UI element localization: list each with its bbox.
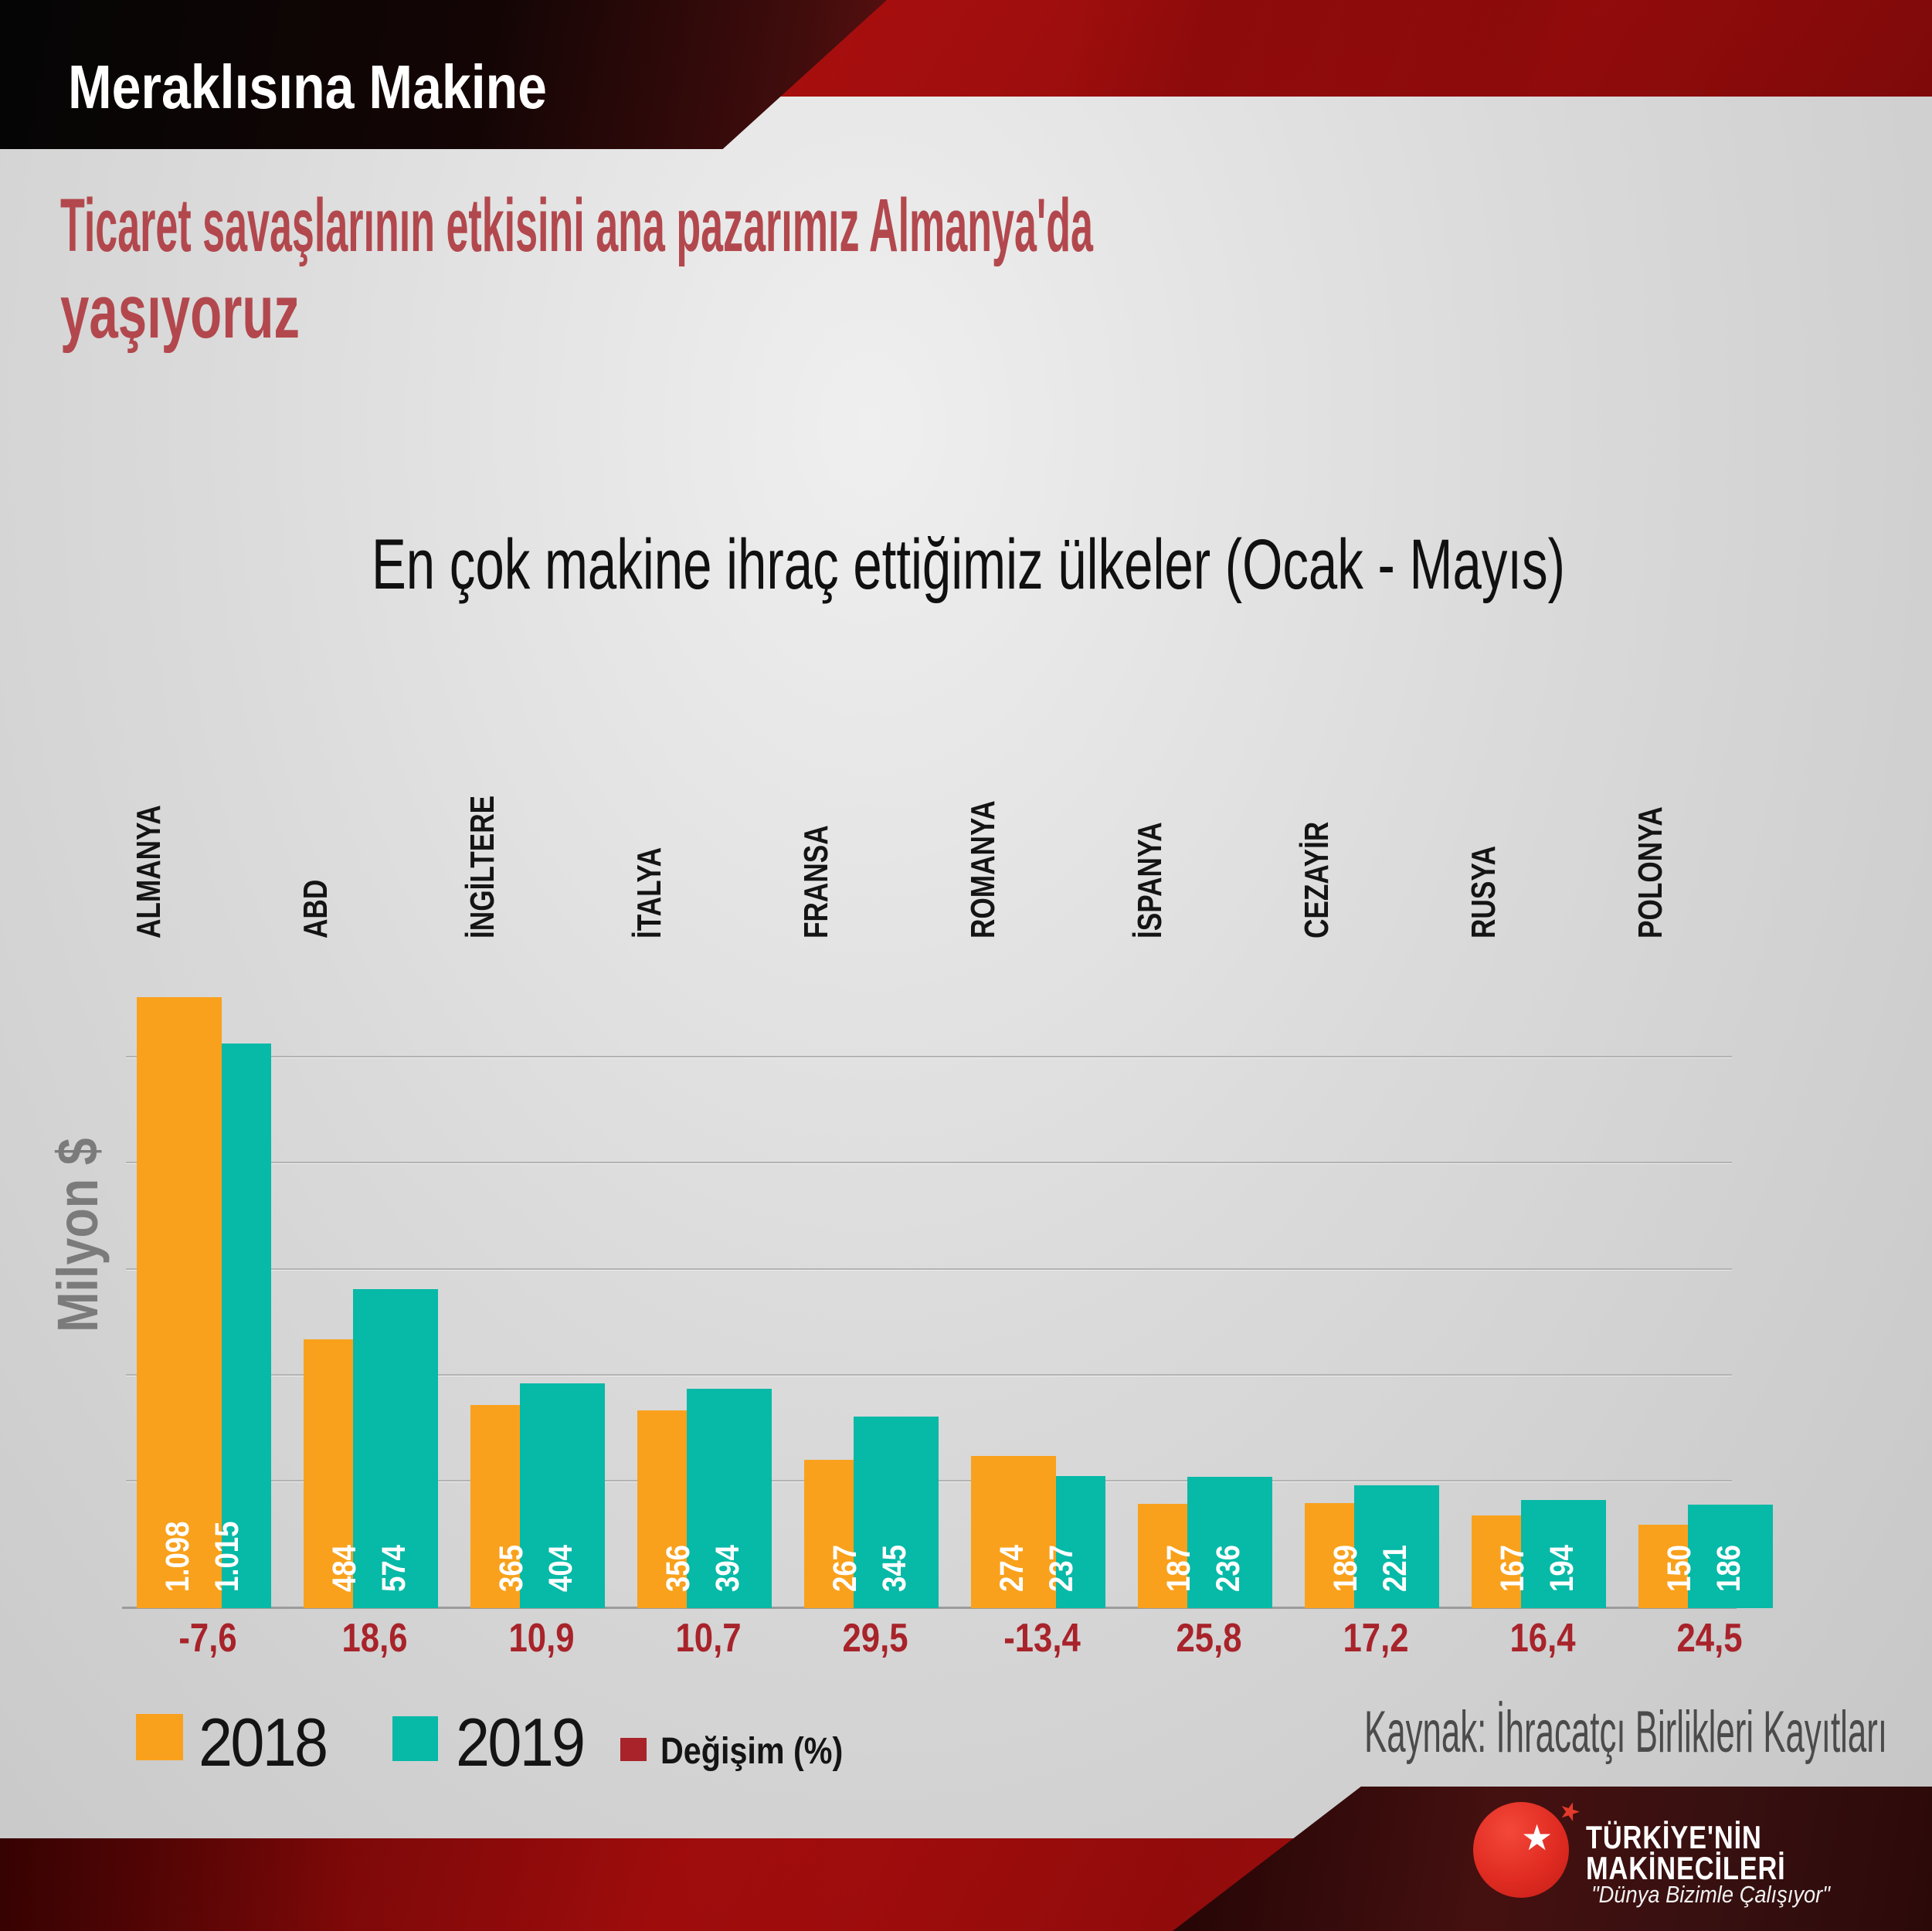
change-label-CEZAYİR: 17,2 [1343, 1616, 1409, 1661]
legend-swatch-2018 [136, 1714, 183, 1760]
change-label-ABD: 18,6 [341, 1616, 408, 1661]
bar-2019-İSPANYA [1187, 1477, 1272, 1608]
gridline-400 [126, 1374, 1732, 1376]
page-title: Ticaret savaşlarının etkisini ana pazarı… [60, 183, 1094, 354]
banner-badge: Meraklısına Makine [68, 53, 547, 121]
banner-badge-text: Meraklısına Makine [68, 53, 547, 121]
bar-2019-ABD [353, 1289, 438, 1608]
logo-text-line1: TÜRKİYE'NİN [1586, 1819, 1762, 1855]
legend-swatch-change [620, 1738, 647, 1761]
logo-circle [1473, 1802, 1569, 1898]
bar-2019-FRANSA [854, 1417, 939, 1608]
page-title-line2: yaşıyoruz [60, 270, 300, 354]
source-note-text: Kaynak: İhracatçı Birlikleri Kayıtları [1364, 1699, 1887, 1765]
bar-2018-ALMANYA [137, 997, 222, 1608]
legend-swatch-2019 [392, 1716, 438, 1761]
chart-title: En çok makine ihraç ettiğimiz ülkeler (O… [372, 525, 1565, 604]
change-label-ALMANYA: -7,6 [178, 1616, 237, 1661]
bar-2018-ROMANYA [971, 1456, 1056, 1608]
bar-2019-RUSYA [1521, 1500, 1606, 1608]
change-label-İNGİLTERE: 10,9 [508, 1616, 575, 1661]
logo-text-line2: MAKİNECİLERİ [1586, 1850, 1786, 1886]
gridline-600 [126, 1268, 1732, 1270]
bar-2019-POLONYA [1688, 1505, 1773, 1608]
change-label-FRANSA: 29,5 [842, 1616, 908, 1661]
page-title-line1: Ticaret savaşlarının etkisini ana pazarı… [60, 183, 1094, 267]
gridline-1000 [126, 1056, 1732, 1057]
bar-2019-İNGİLTERE [520, 1383, 605, 1608]
legend-label-change: Değişim (%) [660, 1731, 844, 1772]
source-note: Kaynak: İhracatçı Birlikleri Kayıtları [1364, 1699, 1887, 1765]
gridline-800 [126, 1162, 1732, 1163]
change-label-İTALYA: 10,7 [675, 1616, 742, 1661]
change-label-POLONYA: 24,5 [1676, 1616, 1743, 1661]
chart-title-text: En çok makine ihraç ettiğimiz ülkeler (O… [372, 525, 1565, 604]
logo-star-icon: ★ [1521, 1817, 1553, 1858]
bar-2019-İTALYA [687, 1389, 772, 1608]
change-label-İSPANYA: 25,8 [1176, 1616, 1242, 1661]
legend-label-2019: 2019 [456, 1704, 586, 1780]
top-banner-black-wedge [0, 0, 887, 149]
change-label-ROMANYA: -13,4 [1003, 1616, 1081, 1661]
logo-slogan: "Dünya Bizimle Çalışıyor" [1591, 1881, 1830, 1908]
bar-2019-CEZAYİR [1354, 1485, 1439, 1608]
legend-label-2018: 2018 [199, 1704, 328, 1780]
change-label-RUSYA: 16,4 [1509, 1616, 1576, 1661]
